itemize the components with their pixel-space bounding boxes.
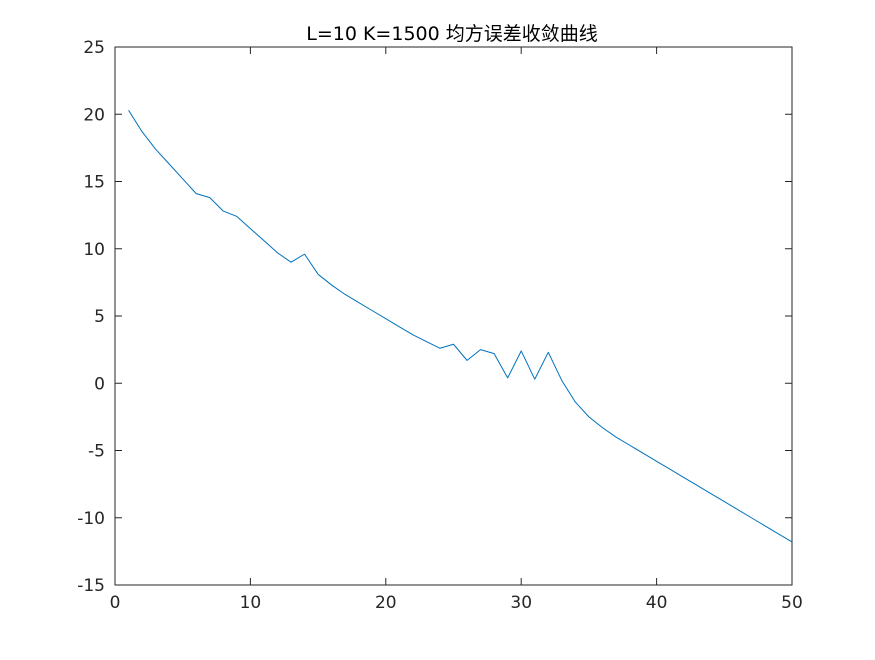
data-point <box>277 252 278 253</box>
y-tick-label: -15 <box>77 576 105 596</box>
data-point <box>751 517 752 518</box>
data-point <box>399 326 400 327</box>
data-point <box>494 353 495 354</box>
data-point <box>304 254 305 255</box>
data-point <box>791 541 792 542</box>
data-point <box>290 262 291 263</box>
axes-box <box>114 46 793 586</box>
data-point <box>223 210 224 211</box>
chart-title: L=10 K=1500 均方误差收敛曲线 <box>306 23 598 45</box>
x-tick-label: 50 <box>781 593 803 613</box>
data-point <box>710 493 711 494</box>
data-point <box>737 509 738 510</box>
data-point <box>588 416 589 417</box>
data-point <box>466 360 467 361</box>
data-point <box>141 131 142 132</box>
data-point <box>480 349 481 350</box>
data-point <box>358 302 359 303</box>
data-point <box>169 163 170 164</box>
x-axis-ticks: 0 10 20 30 40 50 <box>110 47 803 613</box>
data-point <box>453 344 454 345</box>
data-point <box>683 477 684 478</box>
data-point <box>724 501 725 502</box>
data-point <box>548 352 549 353</box>
data-point <box>372 310 373 311</box>
data-point <box>426 341 427 342</box>
data-point <box>209 197 210 198</box>
data-point <box>778 533 779 534</box>
data-point <box>615 436 616 437</box>
x-tick-label: 40 <box>646 593 668 613</box>
data-point <box>263 240 264 241</box>
data-point <box>196 193 197 194</box>
data-point <box>331 284 332 285</box>
y-tick-label: -5 <box>88 442 105 462</box>
y-axis-ticks: -15 -10 -5 0 5 10 15 20 25 <box>77 38 792 596</box>
y-tick-label: 5 <box>94 307 105 327</box>
y-tick-label: 0 <box>94 374 105 394</box>
data-point <box>250 228 251 229</box>
y-tick-label: 10 <box>83 240 105 260</box>
data-point <box>642 453 643 454</box>
x-tick-label: 10 <box>240 593 262 613</box>
data-point <box>128 110 129 111</box>
y-tick-label: 25 <box>83 38 105 58</box>
data-point <box>534 379 535 380</box>
series-line <box>128 109 793 543</box>
data-point <box>656 461 657 462</box>
x-tick-label: 0 <box>110 593 121 613</box>
y-tick-label: -10 <box>77 509 105 529</box>
data-point <box>345 294 346 295</box>
data-point <box>236 216 237 217</box>
data-point <box>575 401 576 402</box>
data-point <box>764 525 765 526</box>
y-tick-label: 20 <box>83 105 105 125</box>
data-point <box>561 380 562 381</box>
data-point <box>385 318 386 319</box>
data-point <box>697 485 698 486</box>
data-point <box>602 427 603 428</box>
data-point <box>629 445 630 446</box>
data-point <box>318 274 319 275</box>
data-point <box>182 178 183 179</box>
data-point <box>439 348 440 349</box>
series-layer <box>128 109 793 543</box>
data-point <box>412 334 413 335</box>
data-point <box>507 377 508 378</box>
data-point <box>670 469 671 470</box>
data-point <box>521 350 522 351</box>
x-tick-label: 30 <box>510 593 532 613</box>
data-point <box>155 149 156 150</box>
x-tick-label: 20 <box>375 593 397 613</box>
y-tick-label: 15 <box>83 173 105 193</box>
